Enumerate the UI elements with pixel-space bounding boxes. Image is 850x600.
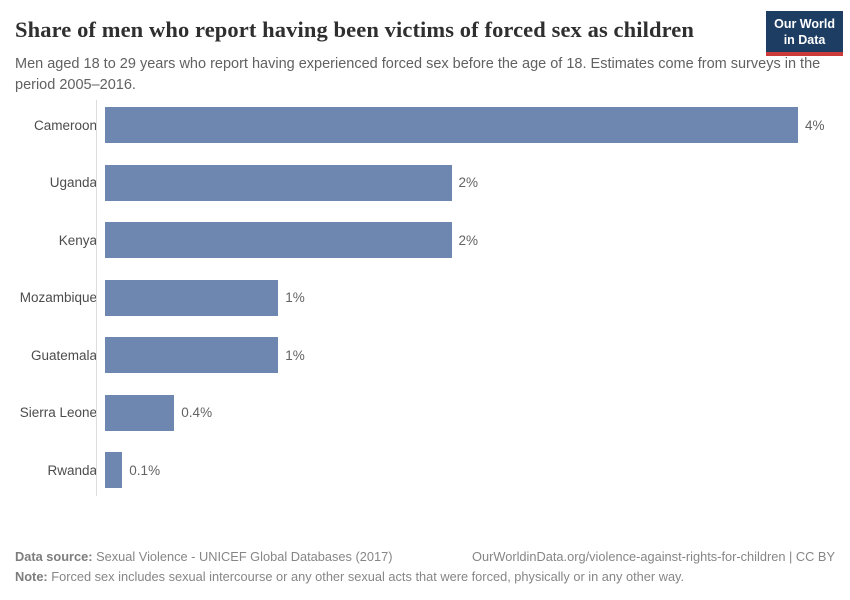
value-label: 1% [285, 347, 305, 363]
bar-rows: Cameroon 4% Uganda 2% Kenya 2% Mozambique 1% Gua… [15, 107, 835, 489]
note-label: Note: [15, 569, 48, 585]
bar-row: Rwanda 0.1% [15, 452, 835, 489]
data-source: Data source: Sexual Violence - UNICEF Gl… [15, 547, 392, 567]
category-label: Mozambique [19, 290, 97, 306]
chart-footer: Data source: Sexual Violence - UNICEF Gl… [15, 547, 835, 587]
y-axis-line [96, 100, 97, 497]
value-label: 4% [805, 117, 825, 133]
category-label: Uganda [49, 175, 97, 191]
chart-subtitle: Men aged 18 to 29 years who report havin… [15, 56, 821, 94]
bar-row: Guatemala 1% [15, 337, 835, 374]
data-source-label: Data source: [15, 549, 93, 565]
value-label: 1% [285, 290, 305, 306]
bar-row: Uganda 2% [15, 164, 835, 201]
category-label: Guatemala [30, 347, 97, 363]
bar-row: Mozambique 1% [15, 279, 835, 316]
category-label: Cameroon [33, 117, 97, 133]
note-line: Note: Forced sex includes sexual interco… [15, 567, 835, 587]
bar[interactable] [105, 107, 798, 144]
source-line: Data source: Sexual Violence - UNICEF Gl… [15, 547, 835, 567]
bar[interactable] [105, 164, 452, 201]
bar[interactable] [105, 452, 123, 489]
attribution-link[interactable]: OurWorldinData.org/violence-against-righ… [472, 549, 835, 565]
value-label: 0.1% [129, 462, 161, 478]
bar[interactable] [105, 279, 279, 316]
bar-chart: Cameroon 4% Uganda 2% Kenya 2% Mozambique 1% Gua… [15, 100, 835, 497]
value-label: 2% [458, 232, 479, 248]
owid-logo[interactable]: Our World in Data [766, 11, 843, 56]
bar[interactable] [105, 337, 279, 374]
bar[interactable] [105, 222, 452, 259]
bar-row: Sierra Leone 0.4% [15, 394, 835, 431]
data-source-text: Sexual Violence - UNICEF Global Database… [92, 549, 393, 565]
bar-row: Kenya 2% [15, 222, 835, 259]
bar-row: Cameroon 4% [15, 107, 835, 144]
category-label: Sierra Leone [19, 405, 97, 421]
category-label: Rwanda [47, 462, 97, 478]
owid-logo-line2: in Data [783, 33, 826, 48]
chart-title: Share of men who report having been vict… [15, 17, 694, 42]
category-label: Kenya [58, 232, 97, 248]
value-label: 0.4% [181, 405, 213, 421]
note-text: Forced sex includes sexual intercourse o… [47, 569, 685, 585]
bar[interactable] [105, 394, 175, 431]
chart-header: Share of men who report having been vict… [0, 0, 850, 96]
owid-logo-line1: Our World [774, 17, 835, 31]
value-label: 2% [458, 175, 479, 191]
